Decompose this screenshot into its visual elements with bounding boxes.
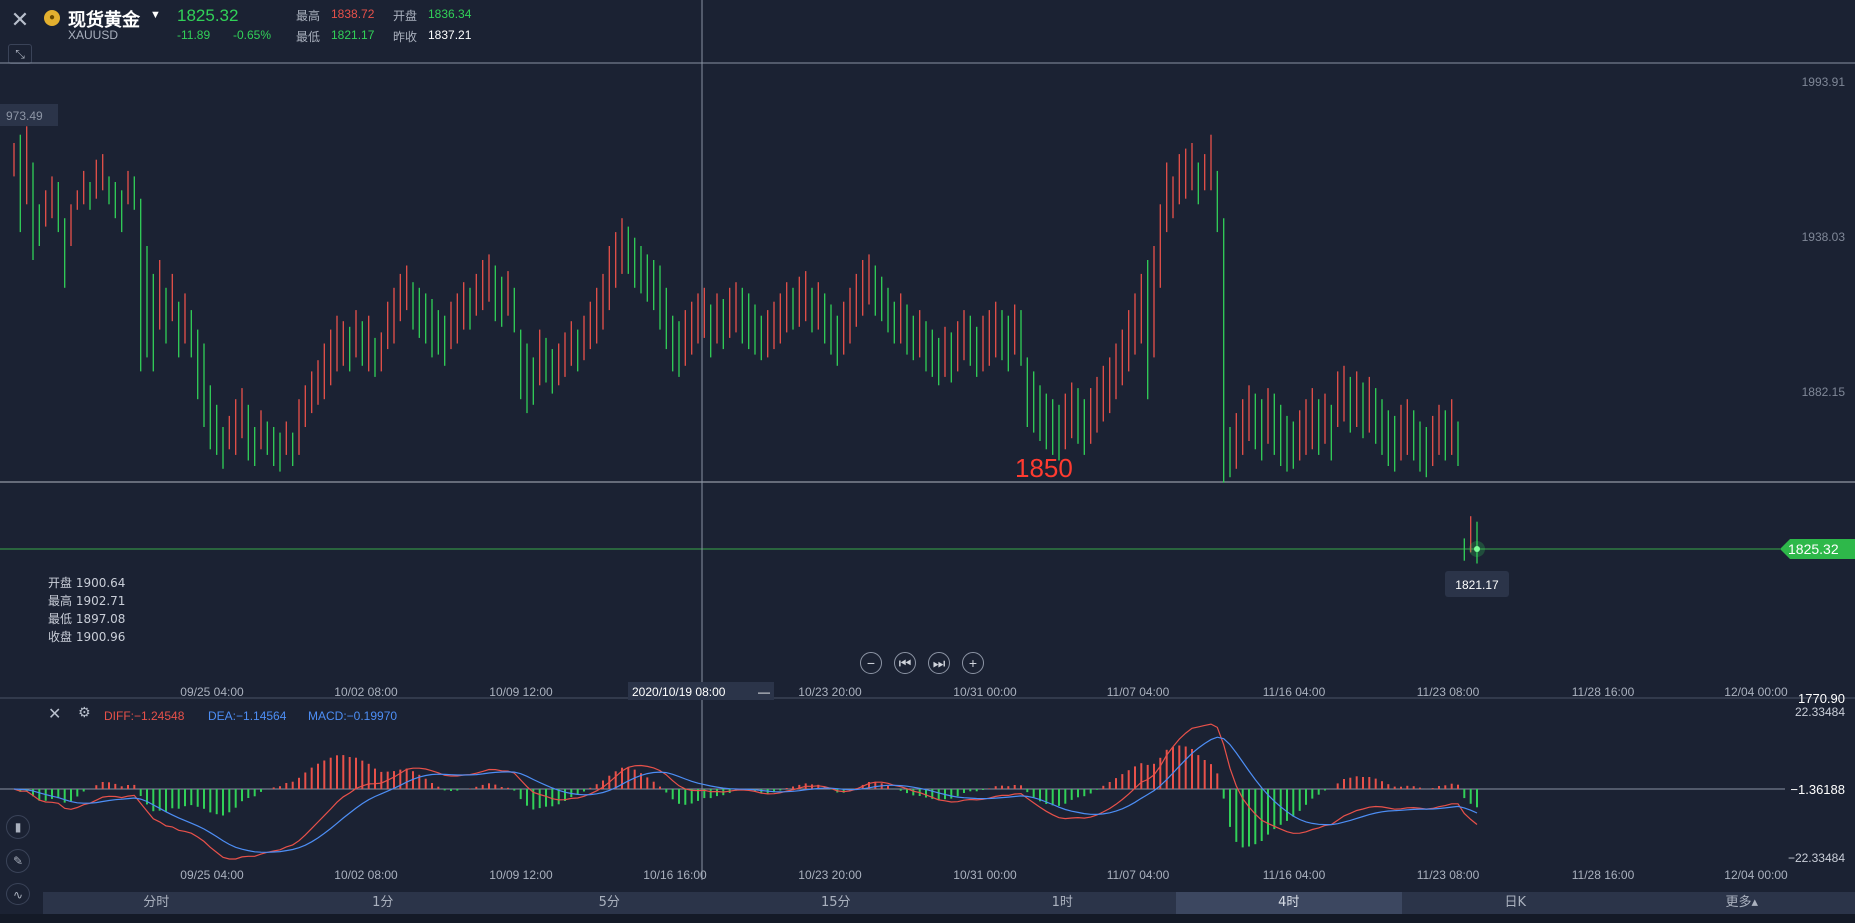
macd-time-label-1: 09/25 04:00 bbox=[180, 868, 244, 882]
close-indicator-icon[interactable]: ✕ bbox=[48, 706, 62, 723]
macd-dea-line bbox=[13, 736, 1478, 853]
last-price: 1825.32 bbox=[177, 6, 239, 25]
bottom-strip bbox=[0, 914, 1855, 923]
scroll-start-button[interactable]: ⏮ bbox=[894, 652, 916, 674]
low-marker-label: 1821.17 bbox=[1455, 578, 1499, 592]
symbol-code: XAUUSD bbox=[68, 28, 119, 42]
tf-1min[interactable]: 1分 bbox=[372, 895, 394, 910]
time-label-7: 11/16 04:00 bbox=[1263, 685, 1326, 699]
tf-daily[interactable]: 日K bbox=[1504, 895, 1527, 910]
time-label-2: 10/02 08:00 bbox=[334, 685, 398, 699]
current-price-tag bbox=[1780, 539, 1855, 559]
high-value: 1838.72 bbox=[331, 7, 375, 21]
price-axis-label-1: 1993.91 bbox=[1802, 75, 1846, 89]
crosshair-time-dash: — bbox=[758, 685, 770, 699]
tf-5min[interactable]: 5分 bbox=[598, 895, 620, 910]
candles bbox=[13, 126, 1478, 564]
time-label-8: 11/23 08:00 bbox=[1417, 685, 1480, 699]
time-label-4: 10/23 20:00 bbox=[798, 685, 862, 699]
macd-diff-line bbox=[13, 723, 1478, 860]
macd-time-label-3: 10/09 12:00 bbox=[489, 868, 553, 882]
bottom-axis-edge-label: 1770.90 bbox=[1798, 691, 1845, 706]
line-chart-icon[interactable]: ∿ bbox=[6, 883, 30, 905]
time-label-5: 10/31 00:00 bbox=[953, 685, 1017, 699]
high-label: 最高 bbox=[296, 9, 321, 23]
price-axis-label-3: 1882.15 bbox=[1802, 385, 1846, 399]
last-point-marker bbox=[1474, 546, 1480, 552]
price-axis-label-2: 1938.03 bbox=[1802, 230, 1846, 244]
crosshair-time-bg bbox=[628, 682, 774, 700]
gold-coin-icon: ● bbox=[44, 10, 60, 26]
zoom-in-button[interactable]: + bbox=[962, 652, 984, 674]
ohlc-low: 最低 1897.08 bbox=[48, 612, 126, 626]
left-price-label-bg bbox=[0, 104, 58, 126]
prev-close-label: 昨收 bbox=[393, 30, 418, 44]
macd-time-label-9: 11/23 08:00 bbox=[1417, 868, 1480, 882]
macd-time-label-8: 11/16 04:00 bbox=[1263, 868, 1326, 882]
macd-time-label-10: 11/28 16:00 bbox=[1572, 868, 1635, 882]
timeframe-bar: 分时 1分 5分 15分 1时 4时 日K 更多▴ bbox=[43, 892, 1855, 914]
close-chart-icon[interactable]: ✕ bbox=[10, 7, 30, 32]
ohlc-close: 收盘 1900.96 bbox=[48, 630, 126, 644]
zoom-out-button[interactable]: − bbox=[860, 652, 882, 674]
prev-close-value: 1837.21 bbox=[428, 28, 472, 42]
symbol-dropdown-icon[interactable]: ▼ bbox=[150, 9, 161, 21]
macd-axis-mid-bg bbox=[1785, 780, 1855, 798]
macd-value-label: MACD:−0.19970 bbox=[308, 709, 398, 723]
crosshair-time-label: 2020/10/19 08:00 bbox=[632, 685, 726, 699]
tf-1h[interactable]: 1时 bbox=[1051, 895, 1073, 910]
macd-time-label-2: 10/02 08:00 bbox=[334, 868, 398, 882]
tf-15min[interactable]: 15分 bbox=[820, 895, 851, 910]
macd-time-label-7: 11/07 04:00 bbox=[1107, 868, 1170, 882]
tf-time-sharing[interactable]: 分时 bbox=[143, 895, 170, 910]
time-label-3: 10/09 12:00 bbox=[489, 685, 553, 699]
indicator-settings-icon[interactable]: ⚙ bbox=[78, 704, 91, 720]
time-label-9: 11/28 16:00 bbox=[1572, 685, 1635, 699]
low-marker-bg bbox=[1445, 571, 1509, 597]
ohlc-high: 最高 1902.71 bbox=[48, 594, 126, 608]
indicator-tool-icon[interactable]: ▮ bbox=[6, 815, 30, 839]
low-value: 1821.17 bbox=[331, 28, 375, 42]
pencil-icon[interactable]: ✎ bbox=[6, 849, 30, 873]
time-label-6: 11/07 04:00 bbox=[1107, 685, 1170, 699]
macd-time-label-4: 10/16 16:00 bbox=[643, 868, 707, 882]
scroll-end-button[interactable]: ⏭ bbox=[928, 652, 950, 674]
level-annotation: 1850 bbox=[1015, 453, 1073, 483]
low-label: 最低 bbox=[296, 30, 321, 44]
macd-axis-bottom: −22.33484 bbox=[1788, 851, 1845, 865]
open-label: 开盘 bbox=[393, 9, 418, 23]
price-change-pct: -0.65% bbox=[233, 28, 272, 42]
time-label-1: 09/25 04:00 bbox=[180, 685, 244, 699]
tf-more[interactable]: 更多▴ bbox=[1725, 895, 1759, 910]
macd-axis-mid: −1.36188 bbox=[1790, 782, 1845, 797]
open-value: 1836.34 bbox=[428, 7, 472, 21]
macd-time-label-5: 10/23 20:00 bbox=[798, 868, 862, 882]
ohlc-tooltip: 开盘 1900.64 最高 1902.71 最低 1897.08 收盘 1900… bbox=[48, 574, 125, 646]
macd-diff-label: DIFF:−1.24548 bbox=[104, 709, 185, 723]
symbol-name[interactable]: 现货黄金 bbox=[68, 10, 140, 31]
ohlc-open: 开盘 1900.64 bbox=[48, 576, 126, 590]
tf-4h[interactable]: 4时 bbox=[1175, 892, 1402, 914]
price-change: -11.89 bbox=[177, 28, 211, 42]
macd-plot bbox=[13, 723, 1478, 860]
left-price-label: 973.49 bbox=[6, 109, 43, 123]
time-label-10: 12/04 00:00 bbox=[1724, 685, 1788, 699]
macd-axis-top: 22.33484 bbox=[1795, 705, 1845, 719]
macd-time-label-6: 10/31 00:00 bbox=[953, 868, 1017, 882]
current-price-tag-text: 1825.32 bbox=[1788, 541, 1839, 557]
macd-time-label-11: 12/04 00:00 bbox=[1724, 868, 1788, 882]
macd-dea-label: DEA:−1.14564 bbox=[208, 709, 287, 723]
